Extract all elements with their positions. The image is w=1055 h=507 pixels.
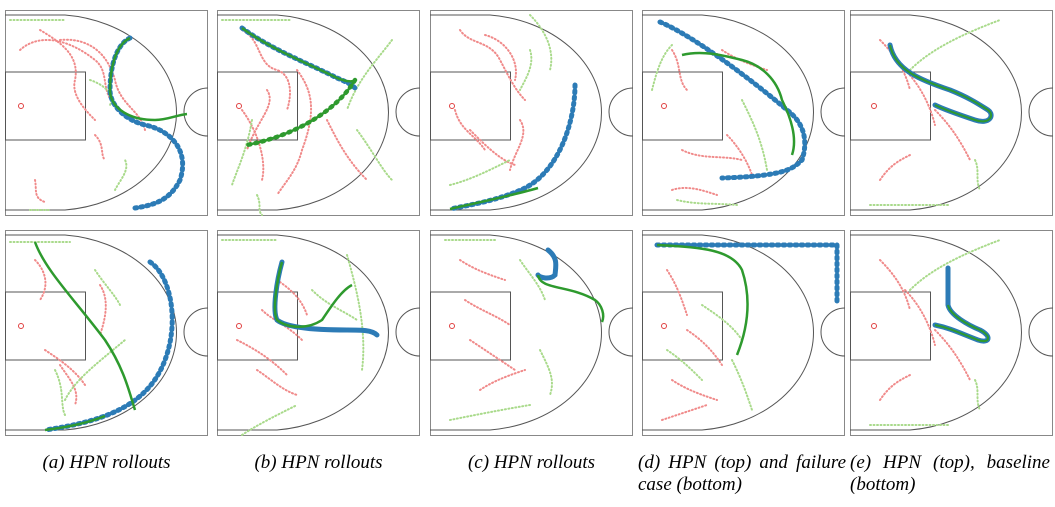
panel-b-top (217, 10, 420, 216)
court (430, 10, 633, 216)
caption-c: (c) HPN rollouts (467, 452, 595, 473)
predicted-trajectory (273, 261, 353, 328)
defense-trajectories (241, 29, 368, 196)
court (5, 230, 208, 436)
ground-truth-trajectory (887, 42, 994, 124)
predicted-trajectory (108, 36, 188, 122)
ground-truth-trajectory (535, 247, 559, 281)
panel-e-bottom (850, 230, 1053, 436)
defense-trajectories (34, 259, 107, 406)
caption-e: (e) HPN (top), baseline (bottom) (850, 452, 1050, 495)
predicted-trajectory (681, 51, 796, 156)
predicted-trajectory (449, 186, 539, 211)
court-plot (642, 230, 845, 436)
panel-a-top (5, 10, 208, 216)
predicted-trajectory (536, 274, 605, 323)
court (430, 230, 633, 436)
court (850, 10, 1053, 216)
predicted-trajectory (656, 243, 749, 356)
defense-trajectories (236, 279, 308, 396)
court-plot (430, 230, 633, 436)
panel-d-bottom (642, 230, 845, 436)
court (5, 10, 208, 216)
offense-trajectories (869, 239, 1001, 426)
court-plot (642, 10, 845, 216)
predicted-trajectory (934, 304, 989, 342)
offense-trajectories (651, 44, 768, 206)
court (217, 10, 420, 216)
defense-trajectories (459, 259, 526, 391)
defense-trajectories (879, 259, 971, 401)
offense-trajectories (9, 19, 128, 211)
panel-c-top (430, 10, 633, 216)
court-plot (217, 10, 420, 216)
court (642, 10, 845, 216)
court-plot (5, 230, 208, 436)
predicted-markers (244, 77, 358, 148)
panel-e-top (850, 10, 1053, 216)
offense-trajectories (869, 19, 1001, 206)
ground-truth-trajectory (657, 19, 808, 181)
defense-trajectories (879, 39, 971, 181)
court-plot (850, 10, 1053, 216)
court-plot (5, 10, 208, 216)
caption-a: (a) HPN rollouts (42, 452, 171, 473)
panel-b-bottom (217, 230, 420, 436)
offense-trajectories (444, 239, 553, 421)
caption-b: (b) HPN rollouts (254, 452, 383, 473)
caption-d: (d) HPN (top) and failure case (bottom) (638, 452, 846, 495)
court (850, 230, 1053, 436)
offense-trajectories (449, 14, 553, 186)
defense-trajectories (454, 29, 526, 171)
court-plot (430, 10, 633, 216)
offense-trajectories (221, 19, 393, 216)
court-plot (850, 230, 1053, 436)
panel-d-top (642, 10, 845, 216)
court-plot (217, 230, 420, 436)
offense-trajectories (9, 241, 126, 416)
panel-a-bottom (5, 230, 208, 436)
court (217, 230, 420, 436)
defense-trajectories (661, 269, 723, 421)
panel-c-bottom (430, 230, 633, 436)
predicted-trajectory (33, 241, 137, 432)
ground-truth-trajectory (447, 82, 578, 212)
ground-truth-trajectory (107, 35, 186, 211)
ground-truth-trajectory (654, 242, 840, 308)
predicted-trajectory (889, 44, 993, 123)
offense-trajectories (666, 304, 753, 411)
offense-trajectories (221, 239, 365, 436)
